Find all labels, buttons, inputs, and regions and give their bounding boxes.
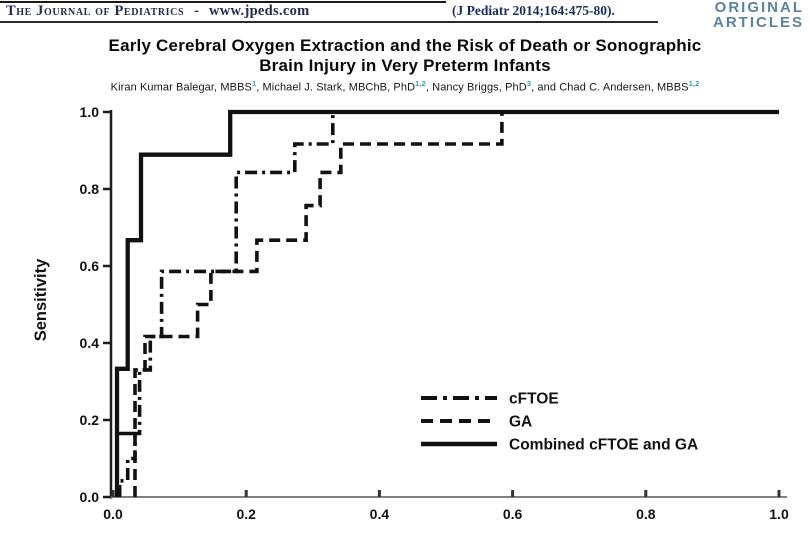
top-rule bbox=[0, 1, 446, 3]
legend: cFTOE GA Combined cFTOE and GA bbox=[421, 391, 698, 454]
x-tick-label: 0.0 bbox=[103, 506, 123, 522]
article-title: Early Cerebral Oxygen Extraction and the… bbox=[0, 36, 810, 75]
article-type-line1: ORIGINAL bbox=[714, 0, 804, 16]
x-tick-label: 0.6 bbox=[503, 506, 523, 522]
x-tick-label: 1.0 bbox=[769, 506, 789, 522]
y-tick-label: 0.4 bbox=[80, 335, 100, 351]
author-line: Kiran Kumar Balegar, MBBS1, Michael J. S… bbox=[110, 79, 700, 94]
y-axis-label: Sensitivity bbox=[32, 258, 50, 341]
citation: (J Pediatr 2014;164:475-80). bbox=[452, 3, 615, 18]
series-line-combined-cftoe-and-ga bbox=[114, 109, 779, 497]
author-affiliation-superscript: 1,2 bbox=[688, 79, 700, 88]
author-affiliation-superscript: 3 bbox=[526, 79, 532, 88]
title-line1: Early Cerebral Oxygen Extraction and the… bbox=[108, 36, 702, 55]
author: Michael J. Stark, MBChB, PhD bbox=[262, 81, 416, 94]
legend-label: cFTOE bbox=[509, 391, 559, 408]
author: Kiran Kumar Balegar, MBBS bbox=[110, 81, 252, 94]
journal-masthead: The Journal of Pediatrics - www.jpeds.com bbox=[6, 3, 310, 20]
header-rule bbox=[0, 21, 658, 23]
y-tick-label: 0.0 bbox=[80, 489, 100, 505]
y-tick-label: 0.6 bbox=[80, 258, 100, 274]
title-line2: Brain Injury in Very Preterm Infants bbox=[259, 55, 551, 75]
x-tick-label: 0.4 bbox=[370, 506, 390, 522]
journal-name: The Journal of Pediatrics bbox=[6, 3, 185, 19]
author: Nancy Briggs, PhD bbox=[432, 81, 527, 94]
x-tick-label: 0.8 bbox=[636, 506, 656, 522]
y-tick-label: 0.2 bbox=[80, 412, 100, 428]
masthead-separator: - bbox=[194, 3, 199, 19]
author-affiliation-superscript: 1 bbox=[251, 79, 257, 88]
x-tick-label: 0.2 bbox=[236, 506, 256, 522]
series-line-cftoe bbox=[117, 110, 779, 497]
author-affiliation-superscript: 1,2 bbox=[415, 79, 426, 88]
y-tick-label: 0.8 bbox=[80, 181, 100, 197]
journal-website: www.jpeds.com bbox=[209, 3, 310, 19]
author: Chad C. Andersen, MBBS bbox=[559, 81, 689, 94]
article-type-badge: ORIGINAL ARTICLES bbox=[713, 0, 804, 31]
y-tick-label: 1.0 bbox=[80, 104, 100, 120]
series-line-ga bbox=[133, 110, 779, 497]
legend-label: Combined cFTOE and GA bbox=[509, 437, 698, 454]
article-type-line2: ARTICLES bbox=[713, 13, 804, 31]
legend-label: GA bbox=[509, 414, 532, 431]
